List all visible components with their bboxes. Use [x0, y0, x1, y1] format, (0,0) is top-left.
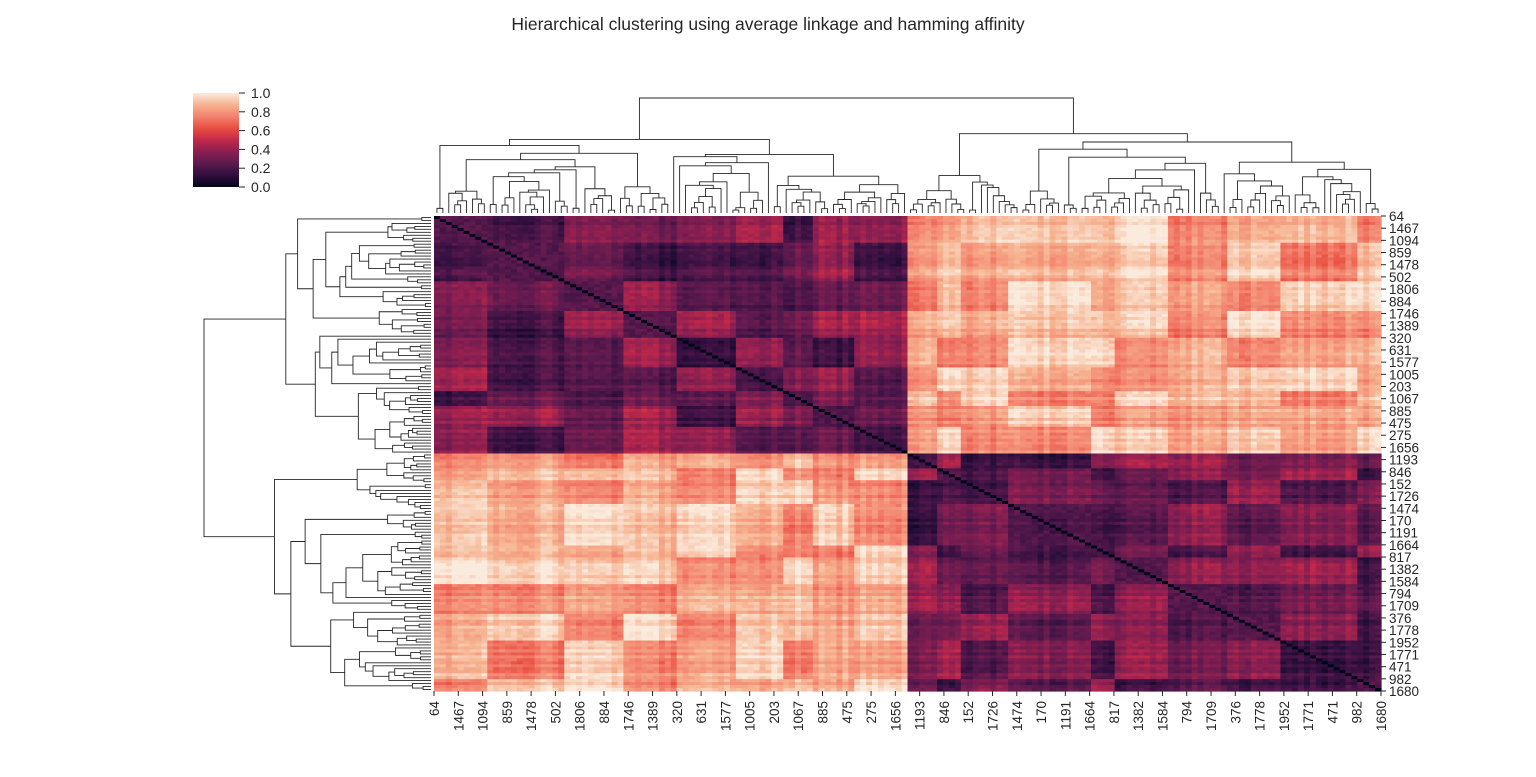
colorbar: 0.0 0.2 0.4 0.6 0.8 1.0: [193, 85, 271, 195]
heatmap: [434, 216, 1382, 692]
colorbar-tick-label: 0.2: [251, 160, 271, 176]
colorbar-gradient: [193, 93, 239, 187]
colorbar-tick-label: 0.8: [251, 104, 271, 120]
colorbar-tick-label: 0.0: [251, 179, 271, 195]
chart-title: Hierarchical clustering using average li…: [511, 14, 1025, 34]
colorbar-tick-label: 1.0: [251, 85, 271, 101]
colorbar-ticks: 0.0 0.2 0.4 0.6 0.8 1.0: [239, 85, 271, 195]
colorbar-tick-label: 0.6: [251, 123, 271, 139]
colorbar-tick-label: 0.4: [251, 141, 271, 157]
